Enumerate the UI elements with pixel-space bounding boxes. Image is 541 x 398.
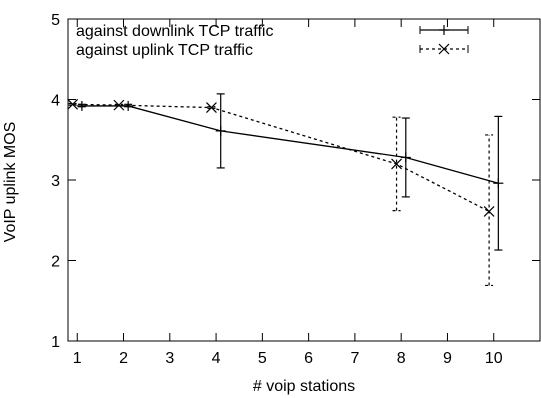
error-bar	[392, 116, 401, 212]
legend-label: against downlink TCP traffic	[76, 23, 273, 40]
data-point	[113, 99, 125, 111]
x-axis-label: # voip stations	[253, 378, 355, 395]
y-axis-label: VoIP uplink MOS	[2, 122, 19, 243]
x-tick-label: 3	[165, 350, 174, 367]
x-tick-label: 1	[73, 350, 82, 367]
x-tick-label: 9	[443, 350, 452, 367]
x-tick-label: 8	[397, 350, 406, 367]
data-point	[483, 205, 495, 217]
data-point	[391, 158, 402, 170]
y-tick-label: 2	[51, 254, 60, 271]
data-point	[67, 98, 79, 110]
axes: 1 2 3 4 5 1 2 3 4 5 6 7 8 9 10	[51, 12, 541, 367]
error-bar	[485, 134, 494, 287]
legend-label: against uplink TCP traffic	[76, 42, 253, 59]
y-tick-label: 3	[51, 173, 60, 190]
legend-marker	[438, 43, 450, 55]
series-layer	[67, 93, 504, 287]
x-tick-label: 5	[258, 350, 267, 367]
x-tick-label: 7	[350, 350, 359, 367]
x-tick-label: 10	[485, 350, 503, 367]
x-tick-label: 2	[119, 350, 128, 367]
data-point	[206, 102, 217, 113]
y-tick-label: 1	[51, 334, 60, 351]
y-tick-label: 4	[51, 93, 60, 110]
series-1	[76, 93, 504, 251]
series-2	[67, 98, 495, 287]
legend: against downlink TCP traffic against upli…	[76, 23, 469, 59]
x-tick-label: 6	[304, 350, 313, 367]
series-line	[72, 103, 490, 212]
plot-frame	[67, 18, 541, 342]
x-tick-label: 4	[212, 350, 221, 367]
y-tick-label: 5	[51, 12, 60, 29]
series-line	[81, 105, 499, 184]
